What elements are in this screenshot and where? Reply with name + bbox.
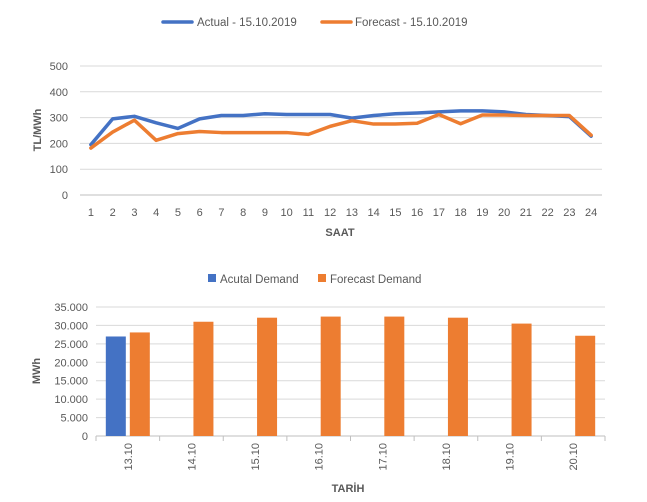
line-x-tick-label: 1: [88, 207, 94, 219]
line-x-tick-label: 19: [476, 207, 488, 219]
forecast-demand-bar: [129, 332, 150, 436]
forecast-demand-bar: [257, 317, 278, 436]
bar-y-tick-label: 25.000: [54, 339, 88, 351]
line-x-tick-label: 5: [175, 207, 181, 219]
line-y-tick-label: 100: [50, 164, 68, 176]
bar-x-tick-label: 13.10: [123, 443, 135, 471]
bar-y-tick-label: 0: [82, 431, 88, 443]
forecast-demand-bar: [511, 323, 532, 436]
bar-y-tick-label: 10.000: [54, 394, 88, 406]
line-x-tick-label: 12: [324, 207, 336, 219]
line-chart: Actual - 15.10.2019 Forecast - 15.10.201…: [32, 17, 602, 239]
line-series: [89, 109, 593, 150]
line-x-tick-label: 4: [153, 207, 159, 219]
line-x-tick-labels: 1 2 3 4 5 6 7 8 9 10 11 12 13 14 15 16 17 18 19 20 21 22 23 24: [88, 207, 597, 219]
line-x-tick-label: 20: [498, 207, 510, 219]
forecast-demand-bar: [575, 335, 596, 436]
line-x-tick-label: 17: [433, 207, 445, 219]
bar-y-tick-label: 15.000: [54, 376, 88, 388]
bar-x-tick-label: 18.10: [441, 443, 453, 471]
line-y-tick-label: 200: [50, 138, 68, 150]
legend-forecast-demand-label: Forecast Demand: [330, 274, 421, 286]
line-x-tick-label: 21: [520, 207, 532, 219]
legend-actual-demand-label: Acutal Demand: [220, 274, 299, 286]
legend-forecast-label: Forecast - 15.10.2019: [355, 17, 468, 29]
bar-y-tick-label: 20.000: [54, 357, 88, 369]
bar-legend: Acutal Demand Forecast Demand: [208, 274, 421, 286]
bar-x-axis-title: TARİH: [332, 482, 365, 495]
bar-y-tick-label: 5.000: [60, 413, 88, 425]
line-y-axis-title: TL/MWh: [32, 108, 44, 151]
line-x-axis-title: SAAT: [325, 227, 354, 239]
line-x-tick-label: 10: [281, 207, 293, 219]
bar-y-tick-label: 35.000: [54, 302, 88, 314]
bar-x-tick-label: 14.10: [186, 443, 198, 471]
bar-y-tick-label: 30.000: [54, 320, 88, 332]
line-y-tick-label: 500: [50, 61, 68, 73]
line-x-tick-label: 15: [389, 207, 401, 219]
forecast-demand-bar: [320, 316, 341, 436]
bar-x-tick-label: 17.10: [377, 443, 389, 471]
actual-demand-bar: [105, 336, 126, 436]
bar-x-tick-label: 19.10: [505, 443, 517, 471]
line-x-tick-label: 13: [346, 207, 358, 219]
line-x-tick-label: 8: [240, 207, 246, 219]
line-x-tick-label: 9: [262, 207, 268, 219]
line-x-tick-label: 24: [585, 207, 597, 219]
line-legend: Actual - 15.10.2019 Forecast - 15.10.201…: [161, 17, 468, 29]
line-x-tick-label: 14: [368, 207, 380, 219]
bar-x-tick-label: 15.10: [250, 443, 262, 471]
forecast-demand-bar: [193, 321, 214, 436]
legend-actual-demand-swatch: [208, 274, 216, 282]
line-y-tick-labels: 0 100 200 300 400 500: [50, 61, 68, 202]
line-x-tick-label: 3: [131, 207, 137, 219]
line-x-tick-label: 7: [218, 207, 224, 219]
actual-price-line: [89, 109, 593, 147]
forecast-demand-bar: [384, 316, 405, 436]
bar-x-tick-label: 20.10: [568, 443, 580, 471]
legend-forecast-demand-swatch: [318, 274, 326, 282]
line-x-tick-label: 23: [563, 207, 575, 219]
line-x-tick-label: 16: [411, 207, 423, 219]
bar-y-axis-title: MWh: [31, 358, 43, 385]
line-x-tick-label: 11: [303, 207, 314, 219]
bar-y-tick-labels: 0 5.000 10.000 15.000 20.000 25.000 30.000 35.0…: [54, 302, 88, 443]
line-y-tick-label: 400: [50, 87, 68, 99]
forecast-demand-bar: [447, 317, 468, 436]
line-x-tick-label: 6: [197, 207, 203, 219]
legend-actual-label: Actual - 15.10.2019: [197, 17, 297, 29]
bar-x-tick-label: 16.10: [314, 443, 326, 471]
bar-x-tick-labels: 13.10 14.10 15.10 16.10 17.10 18.10 19.10 20.10: [123, 443, 580, 471]
line-x-tick-label: 2: [110, 207, 116, 219]
line-gridlines: [80, 65, 602, 196]
line-x-tick-label: 22: [542, 207, 554, 219]
line-y-tick-label: 0: [62, 190, 68, 202]
line-x-tick-label: 18: [455, 207, 467, 219]
bar-bars: [105, 316, 596, 436]
line-y-tick-label: 300: [50, 113, 68, 125]
bar-chart: Acutal Demand Forecast Demand 0 5.000 10.0…: [31, 274, 606, 495]
forecast-price-line: [89, 112, 593, 150]
